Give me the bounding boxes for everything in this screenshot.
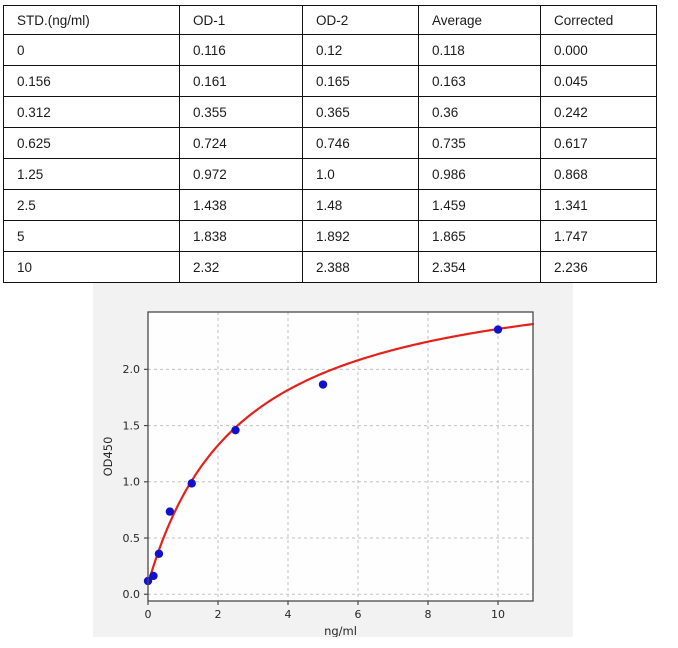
- header-row: STD.(ng/ml) OD-1 OD-2 Average Corrected: [3, 5, 657, 35]
- data-point: [165, 507, 175, 516]
- column-header: Average: [418, 5, 541, 35]
- table-cell: 0.000: [540, 34, 657, 66]
- data-point: [231, 425, 240, 435]
- standard-curve-panel: 0 2 4 6 8 10 0.0 0.5 1.0 1.5 2.0 ng/ml OD450: [93, 283, 573, 637]
- data-point: [187, 479, 196, 488]
- table-cell: 0.972: [179, 158, 303, 190]
- table-cell: 1.341: [540, 189, 657, 221]
- x-axis-label: ng/ml: [324, 624, 357, 637]
- table-cell: 0.118: [418, 34, 541, 66]
- x-tick-label: 8: [425, 608, 432, 621]
- table-cell: 1.459: [418, 189, 541, 221]
- table-cell: 0.156: [3, 65, 180, 97]
- table-cell: 0.868: [540, 158, 657, 190]
- table-cell: 2.236: [540, 251, 657, 283]
- table-row: 1.25 0.972 1.0 0.986 0.868: [3, 158, 657, 190]
- table-cell: 0.986: [418, 158, 541, 190]
- table-cell: 0.12: [302, 34, 419, 66]
- x-tick-label: 10: [491, 608, 505, 621]
- table-cell: 1.865: [418, 220, 541, 252]
- table-row: 0 0.116 0.12 0.118 0.000: [3, 34, 657, 66]
- standards-table-header: STD.(ng/ml) OD-1 OD-2 Average Corrected: [3, 5, 657, 35]
- table-cell: 0.242: [540, 96, 657, 128]
- x-tick-label: 6: [355, 608, 362, 621]
- plot-frame: [147, 311, 534, 602]
- table-row: 0.625 0.724 0.746 0.735 0.617: [3, 127, 657, 159]
- y-tick-label: 0.0: [123, 588, 141, 601]
- data-point: [149, 571, 158, 581]
- table-cell: 0.163: [418, 65, 541, 97]
- table-cell: 0.625: [3, 127, 180, 159]
- column-header: OD-2: [302, 5, 419, 35]
- table-cell: 0.724: [179, 127, 303, 159]
- table-cell: 0.735: [418, 127, 541, 159]
- table-cell: 1.892: [302, 220, 419, 252]
- plot-area: [148, 312, 533, 601]
- y-tick-label: 2.0: [123, 363, 141, 376]
- table-cell: 1.0: [302, 158, 419, 190]
- table-cell: 1.747: [540, 220, 657, 252]
- table-cell: 1.48: [302, 189, 419, 221]
- table-cell: 1.838: [179, 220, 303, 252]
- column-header: Corrected: [540, 5, 657, 35]
- y-tick-label: 0.5: [123, 532, 141, 545]
- standards-table-body: 0 0.116 0.12 0.118 0.000 0.156 0.161 0.165 0.163…: [3, 34, 657, 283]
- table-cell: 2.354: [418, 251, 541, 283]
- table-row: 0.156 0.161 0.165 0.163 0.045: [3, 65, 657, 97]
- y-tick-label: 1.5: [123, 419, 141, 432]
- data-point: [154, 549, 164, 558]
- table-cell: 0.116: [179, 34, 303, 66]
- table-cell: 0.161: [179, 65, 303, 97]
- table-cell: 0.312: [3, 96, 180, 128]
- standard-curve-chart: 0 2 4 6 8 10 0.0 0.5 1.0 1.5 2.0 ng/ml OD450: [101, 311, 535, 637]
- data-point: [493, 325, 503, 334]
- column-header: OD-1: [179, 5, 303, 35]
- table-cell: 1.438: [179, 189, 303, 221]
- table-cell: 2.5: [3, 189, 180, 221]
- table-cell: 0.355: [179, 96, 303, 128]
- table-cell: 10: [3, 251, 180, 283]
- table-row: 5 1.838 1.892 1.865 1.747: [3, 220, 657, 252]
- table-cell: 0.617: [540, 127, 657, 159]
- table-cell: 2.388: [302, 251, 419, 283]
- x-tick-label: 0: [145, 608, 152, 621]
- y-tick-label: 1.0: [123, 476, 141, 489]
- table-cell: 0.165: [302, 65, 419, 97]
- x-tick-label: 2: [215, 608, 222, 621]
- y-axis-label: OD450: [101, 437, 115, 477]
- table-row: 2.5 1.438 1.48 1.459 1.341: [3, 189, 657, 221]
- x-tick-label: 4: [285, 608, 292, 621]
- table-cell: 0.365: [302, 96, 419, 128]
- standards-table: STD.(ng/ml) OD-1 OD-2 Average Corrected 0 0.1…: [3, 5, 657, 283]
- table-cell: 1.25: [3, 158, 180, 190]
- table-cell: 0.746: [302, 127, 419, 159]
- table-cell: 2.32: [179, 251, 303, 283]
- table-cell: 0: [3, 34, 180, 66]
- data-point: [318, 380, 328, 389]
- table-cell: 5: [3, 220, 180, 252]
- table-row: 0.312 0.355 0.365 0.36 0.242: [3, 96, 657, 128]
- table-row: 10 2.32 2.388 2.354 2.236: [3, 251, 657, 283]
- table-cell: 0.36: [418, 96, 541, 128]
- column-header: STD.(ng/ml): [3, 5, 180, 35]
- fit-curve-line: [146, 322, 535, 586]
- table-cell: 0.045: [540, 65, 657, 97]
